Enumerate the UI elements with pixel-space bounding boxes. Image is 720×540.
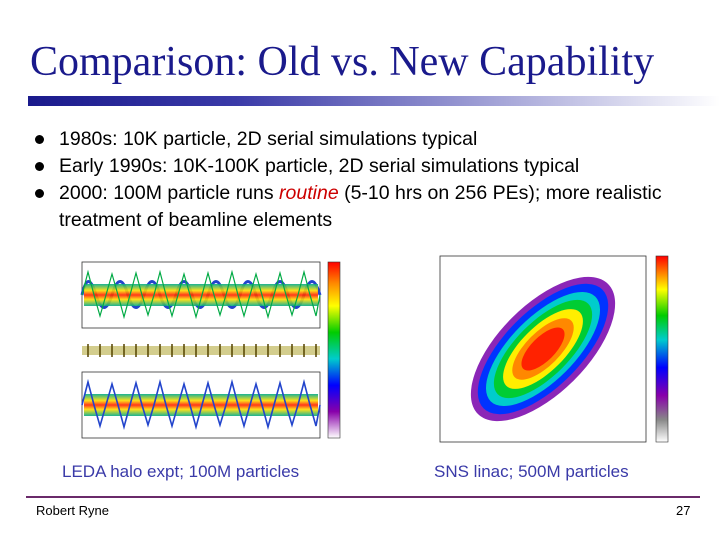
bullet-item-1980s: 1980s: 10K particle, 2D serial simulatio… [35, 126, 715, 153]
sns-phase-space-figure [412, 252, 680, 454]
lower-density-core [84, 394, 318, 416]
phase-space-colorbar [655, 255, 669, 443]
upper-density-envelope [80, 280, 322, 309]
bullet-dot-icon [35, 162, 44, 171]
footer-author: Robert Ryne [36, 503, 109, 518]
bullet-dot-icon [35, 135, 44, 144]
footer-divider [26, 496, 700, 498]
title-underline [28, 96, 720, 106]
bullet-highlight: routine [279, 182, 339, 204]
upper-density-core [84, 284, 318, 306]
lower-density-spikes [81, 378, 321, 431]
leda-halo-figure [58, 254, 356, 454]
page-number: 27 [676, 503, 691, 518]
bullet-item-early-1990s: Early 1990s: 10K-100K particle, 2D seria… [35, 153, 715, 180]
bullet-text: Early 1990s: 10K-100K particle, 2D seria… [59, 155, 580, 177]
bullet-text-prefix: 2000: 100M particle runs [59, 182, 280, 204]
density-colorbar [327, 261, 341, 439]
beamline-lattice-strip [82, 346, 320, 355]
bullet-list: 1980s: 10K particle, 2D serial simulatio… [35, 126, 715, 234]
slide-title: Comparison: Old vs. New Capability [30, 39, 655, 85]
upper-density-spikes [81, 269, 321, 320]
bullet-item-2000: 2000: 100M particle runs routine (5-10 h… [35, 180, 715, 234]
bullet-text-suffix: (5-10 hrs on 256 PEs); more realistic tr… [59, 182, 662, 231]
caption-sns: SNS linac; 500M particles [434, 462, 629, 481]
bullet-dot-icon [35, 189, 44, 198]
bullet-text: 1980s: 10K particle, 2D serial simulatio… [59, 128, 478, 150]
phase-space-distribution [470, 276, 616, 422]
caption-leda: LEDA halo expt; 100M particles [62, 462, 300, 481]
